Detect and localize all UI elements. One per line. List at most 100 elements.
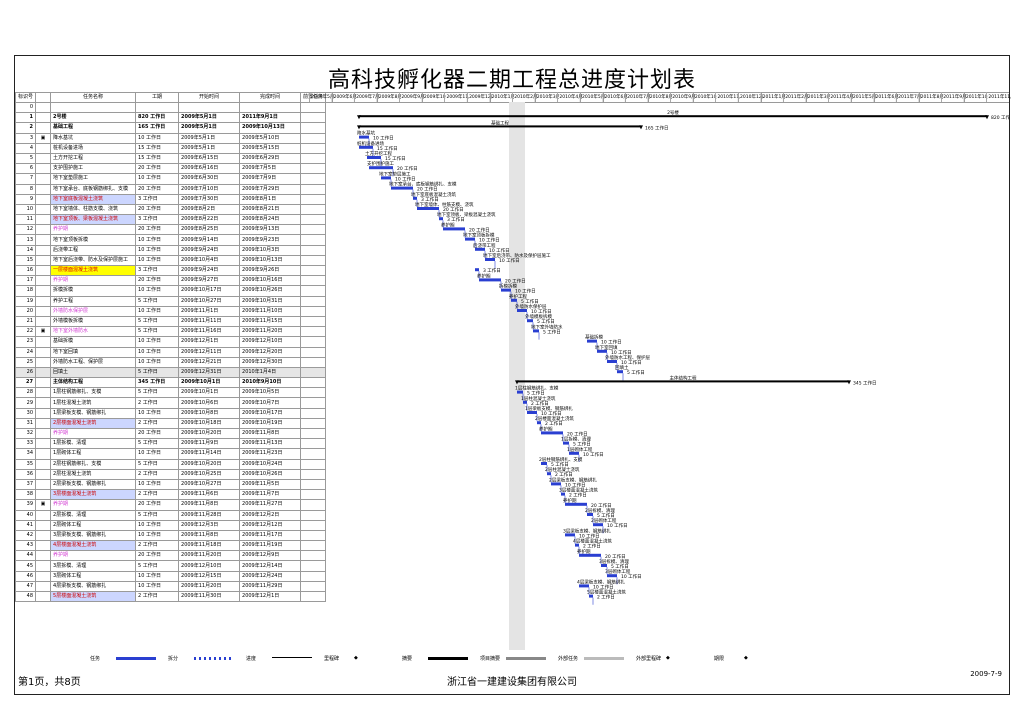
table-row[interactable]: 46 3层砌体工程 10 工作日 2009年12月15日 2009年12月24日 <box>14 570 327 582</box>
table-row[interactable]: 30 1层梁板支模、钢筋绑扎 10 工作日 2009年10月8日 2009年10月17日 <box>14 407 327 419</box>
table-row[interactable]: 17 养护期 20 工作日 2009年9月27日 2009年10月16日 <box>14 275 327 287</box>
table-row[interactable]: 39 ▣ 养护期 20 工作日 2009年11月8日 2009年11月27日 <box>14 499 327 511</box>
table-row[interactable]: 29 1层柱混凝土浇筑 2 工作日 2009年10月6日 2009年10月7日 <box>14 397 327 409</box>
task-bar[interactable]: 20 工作日 养护期 <box>577 548 626 564</box>
table-row[interactable]: 15 地下室后浇带、防水及保护层施工 10 工作日 2009年10月4日 2009年10… <box>14 254 327 267</box>
table-row[interactable]: 28 1层柱钢筋绑扎、支模 5 工作日 2009年10月1日 2009年10月5日 <box>14 387 327 399</box>
table-row[interactable]: 11 地下室顶板、梁板混凝土浇筑 3 工作日 2009年8月22日 2009年8月24日 <box>14 214 327 226</box>
table-row[interactable]: 9 地下室底板混凝土浇筑 3 工作日 2009年7月30日 2009年8月1日 <box>14 193 327 205</box>
table-row[interactable]: 31 2层楼面混凝土浇筑 2 工作日 2009年10月18日 2009年10月19日 <box>14 417 327 430</box>
task-bar[interactable]: 20 工作日 养护期 <box>539 425 588 442</box>
table-row[interactable]: 1 2号楼 820 工作日 2009年5月1日 2011年9月1日 <box>14 112 327 124</box>
table-row[interactable]: 22 ▣ 地下室外墙防水 5 工作日 2009年11月16日 2009年11月20日 <box>14 326 327 338</box>
table-row[interactable]: 48 5层楼面混凝土浇筑 2 工作日 2009年11月30日 2009年12月1日 <box>14 590 327 603</box>
table-row[interactable]: 25 外墙防水工程、保护层 10 工作日 2009年12月21日 2009年12月30日 <box>14 356 327 368</box>
table-row[interactable]: 35 2层柱钢筋绑扎、支模 5 工作日 2009年10月20日 2009年10月24日 <box>14 458 327 470</box>
table-row[interactable]: 27 主体结构工程 345 工作日 2009年10月1日 2010年9月10日 <box>14 377 327 389</box>
table-row[interactable]: 14 后浇带工程 10 工作日 2009年9月24日 2009年10月3日 <box>14 244 327 256</box>
table-row[interactable]: 3 ▣ 降水基坑 10 工作日 2009年5月1日 2009年5月10日 <box>14 132 327 144</box>
table-row[interactable]: 23 基础拆模 10 工作日 2009年12月1日 2009年12月10日 <box>14 336 327 348</box>
table-row[interactable]: 7 地下室垫层施工 10 工作日 2009年6月30日 2009年7月9日 <box>14 173 327 185</box>
task-bar[interactable]: 20 工作日 养护期 <box>441 221 490 238</box>
task-bar[interactable]: 20 工作日 养护期 <box>563 497 612 513</box>
table-row[interactable]: 37 2层梁板支模、钢筋绑扎 10 工作日 2009年10月27日 2009年11月5日 <box>14 478 327 491</box>
note-icon[interactable]: ▣ <box>40 328 46 335</box>
col-id[interactable]: 标识号 <box>14 92 37 103</box>
table-row[interactable]: 2 基础工程 165 工作日 2009年5月1日 2009年10月13日 <box>14 122 327 134</box>
task-bar[interactable]: 3 工作日 <box>475 267 501 279</box>
table-row[interactable]: 16 一层楼面混凝土浇筑 3 工作日 2009年9月24日 2009年9月26日 <box>14 264 327 277</box>
table-row[interactable]: 41 2层砌体工程 10 工作日 2009年12月3日 2009年12月12日 <box>14 519 327 531</box>
table-row[interactable]: 32 养护期 20 工作日 2009年10月20日 2009年11月8日 <box>14 427 327 440</box>
note-icon[interactable]: ▣ <box>40 134 46 141</box>
col-indicator[interactable] <box>35 92 52 103</box>
col-task-name[interactable]: 任务名称 <box>50 92 137 103</box>
task-bar[interactable]: 20 工作日 养护期 <box>477 272 526 289</box>
summary-bar[interactable]: 165 工作日 基础工程 <box>357 119 669 131</box>
table-row[interactable]: 10 地下室墙体、柱筋支模、浇筑 20 工作日 2009年8月2日 2009年8月21日 <box>14 203 327 216</box>
table-row[interactable]: 0 <box>14 101 327 114</box>
summary-bar[interactable]: 820 工作日 2号楼 <box>357 109 1009 121</box>
table-row[interactable]: 42 3层梁板支模、钢筋绑扎 10 工作日 2009年11月8日 2009年11月17日 <box>14 529 327 542</box>
table-row[interactable]: 5 土方开挖工程 15 工作日 2009年6月15日 2009年6月29日 <box>14 152 327 165</box>
table-row[interactable]: 38 3层楼面混凝土浇筑 2 工作日 2009年11月6日 2009年11月7日 <box>14 489 327 501</box>
table-row[interactable]: 20 外墙防水保护层 10 工作日 2009年11月1日 2009年11月10日 <box>14 305 327 317</box>
table-row[interactable]: 26 回填土 5 工作日 2009年12月31日 2010年1月4日 <box>14 366 327 379</box>
table-row[interactable]: 12 养护期 20 工作日 2009年8月25日 2009年9月13日 <box>14 224 327 236</box>
table-row[interactable]: 33 1层拆模、清理 5 工作日 2009年11月9日 2009年11月13日 <box>14 438 327 450</box>
table-row[interactable]: 43 4层楼面混凝土浇筑 2 工作日 2009年11月18日 2009年11月19日 <box>14 540 327 552</box>
note-icon[interactable]: ▣ <box>40 501 46 508</box>
col-duration[interactable]: 工期 <box>135 92 180 103</box>
table-row[interactable]: 40 2层拆模、清理 5 工作日 2009年11月28日 2009年12月2日 <box>14 509 327 521</box>
table-row[interactable]: 34 1层砌体工程 10 工作日 2009年11月14日 2009年11月23日 <box>14 448 327 460</box>
table-row[interactable]: 13 地下室顶板拆模 10 工作日 2009年9月14日 2009年9月23日 <box>14 234 327 246</box>
table-row[interactable]: 19 养护工程 5 工作日 2009年10月27日 2009年10月31日 <box>14 295 327 307</box>
table-row[interactable]: 24 地下室回填 10 工作日 2009年12月11日 2009年12月20日 <box>14 346 327 358</box>
table-row[interactable]: 45 3层拆模、清理 5 工作日 2009年12月10日 2009年12月14日 <box>14 560 327 572</box>
table-row[interactable]: 44 养护期 20 工作日 2009年11月20日 2009年12月9日 <box>14 550 327 562</box>
table-row[interactable]: 18 拆模拆模 10 工作日 2009年10月17日 2009年10月26日 <box>14 285 327 297</box>
col-finish[interactable]: 完成时间 <box>239 92 302 103</box>
table-row[interactable]: 4 桩机设备进场 15 工作日 2009年5月1日 2009年5月15日 <box>14 142 327 154</box>
table-row[interactable]: 8 地下室承台、底板钢筋绑扎、支模 20 工作日 2009年7月10日 2009年7月2… <box>14 183 327 195</box>
table-row[interactable]: 36 2层柱混凝土浇筑 2 工作日 2009年10月25日 2009年10月26日 <box>14 468 327 480</box>
table-row[interactable]: 6 支护围护施工 20 工作日 2009年6月16日 2009年7月5日 <box>14 163 327 175</box>
col-start[interactable]: 开始时间 <box>178 92 241 103</box>
table-row[interactable]: 21 外墙模板拆模 5 工作日 2009年11月11日 2009年11月15日 <box>14 315 327 328</box>
